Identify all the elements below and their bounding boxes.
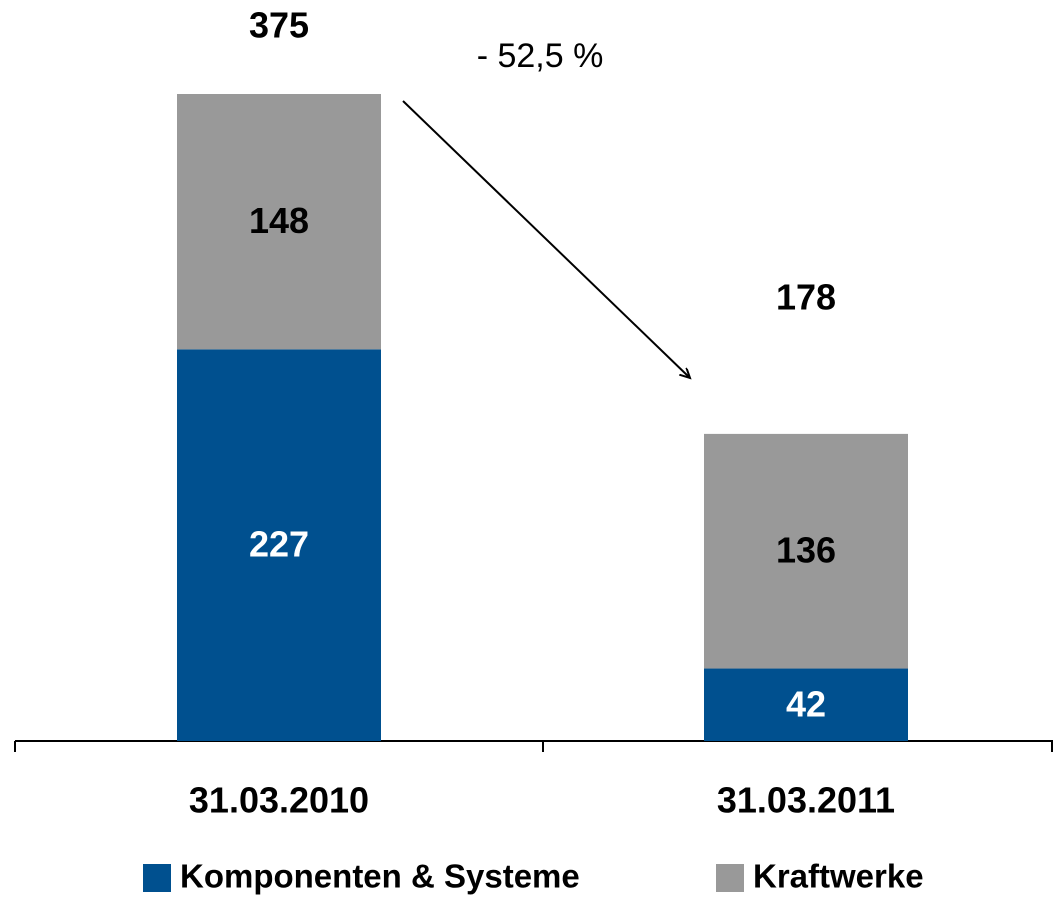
bar-segment: [177, 349, 381, 741]
segment-label: 42: [786, 683, 826, 724]
change-arrow: [402, 100, 690, 378]
x-tick-label: 31.03.2011: [717, 780, 895, 821]
segment-label: 148: [249, 200, 309, 241]
total-label: 178: [776, 277, 836, 318]
bar-segment: [704, 668, 908, 741]
legend-swatch: [143, 864, 171, 892]
legend-label: Kraftwerke: [753, 858, 924, 895]
annotation: - 52,5 %: [477, 37, 604, 75]
segment-label: 227: [249, 524, 309, 565]
x-tick-label: 31.03.2010: [189, 780, 369, 821]
segment-label: 136: [776, 530, 836, 571]
legend-swatch: [716, 864, 744, 892]
legend-label: Komponenten & Systeme: [180, 858, 580, 895]
total-label: 375: [249, 5, 309, 46]
bar-segment: [704, 433, 908, 669]
bar-segment: [177, 94, 381, 350]
